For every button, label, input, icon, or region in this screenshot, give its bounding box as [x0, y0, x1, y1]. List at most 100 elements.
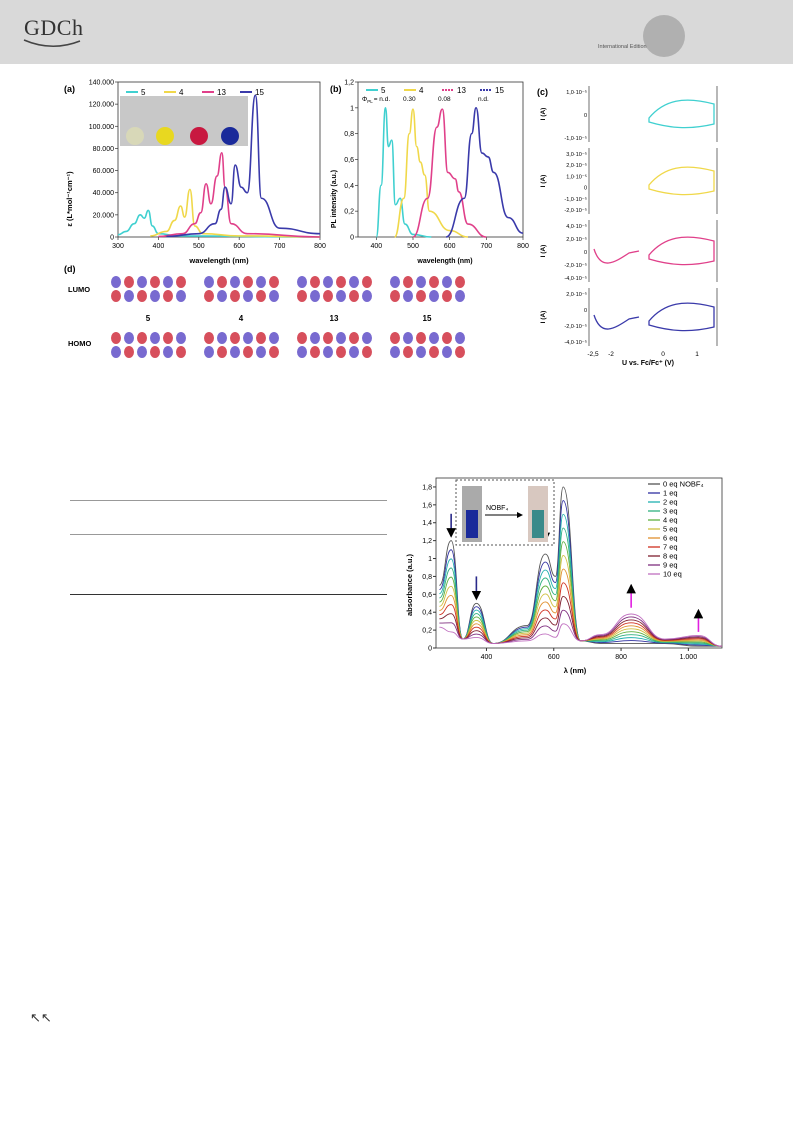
- titration-legend-label: 5 eq: [663, 525, 678, 534]
- orbital-lobe: [336, 290, 346, 302]
- orbital-lobe: [176, 332, 186, 344]
- orbital-lobe: [429, 276, 439, 288]
- orbital-lobe: [336, 276, 346, 288]
- orbital-compound-label: 15: [423, 314, 432, 323]
- orbital-lobe: [362, 276, 372, 288]
- orbital-lobe: [217, 346, 227, 358]
- vial-15: [221, 127, 239, 145]
- orbital-lobe: [269, 290, 279, 302]
- qy-symbol: ΦPL= n.d.: [362, 96, 390, 104]
- back-to-top-icon[interactable]: ↖↖: [30, 1010, 52, 1025]
- cv-ytick-label: 2,0·10⁻⁵: [566, 236, 587, 243]
- series-15-line: [445, 107, 524, 238]
- legend-5-label: 5: [141, 88, 146, 97]
- series-4-line: [393, 108, 469, 238]
- inset-vial-before: [466, 510, 478, 538]
- x-tick-label: 400: [153, 243, 165, 250]
- orbital-lobe: [256, 276, 266, 288]
- orbital-lobe: [230, 290, 240, 302]
- legend-4-label: 4: [179, 88, 184, 97]
- orbital-lobe: [176, 276, 186, 288]
- orbital-lobe: [416, 346, 426, 358]
- cv-reduction-3: [593, 314, 640, 330]
- cv-ytick-label: -4,0·10⁻⁵: [564, 339, 587, 346]
- vial-5: [126, 127, 144, 145]
- vial-4: [156, 127, 174, 145]
- orbital-lobe: [137, 290, 147, 302]
- table-rule-mid: [70, 534, 387, 535]
- cv-xtick-label: 0: [661, 351, 665, 358]
- orbital-lobe: [217, 290, 227, 302]
- series-15-line: [166, 94, 321, 238]
- orbital-lobe: [243, 332, 253, 344]
- orbital-lobe: [442, 332, 452, 344]
- titration-xlabel: λ (nm): [564, 666, 587, 675]
- orbital-lobe: [455, 346, 465, 358]
- orbital-lobe: [323, 276, 333, 288]
- y-tick-label: 0,6: [422, 592, 432, 599]
- orbital-lobe: [111, 346, 121, 358]
- titration-curve: [439, 582, 723, 647]
- orbital-lobe: [403, 332, 413, 344]
- orbital-lobe: [163, 332, 173, 344]
- cv-xtick-label: -2,5: [587, 351, 599, 358]
- y-tick-label: 0,2: [422, 628, 432, 635]
- titration-ylabel: absorbance (a.u.): [405, 553, 414, 616]
- orbital-lobe: [416, 332, 426, 344]
- panel-a-label: (a): [64, 84, 75, 94]
- titration-legend-label: 2 eq: [663, 498, 678, 507]
- y-tick-label: 1,2: [344, 80, 354, 87]
- panel-a-ylabel: ε (L*mol⁻¹cm⁻¹): [65, 171, 74, 227]
- cv-ytick-label: 1,0·10⁻⁵: [566, 173, 587, 180]
- orbital-lobe: [362, 346, 372, 358]
- y-tick-label: 100.000: [89, 124, 114, 131]
- orbital-lobe: [390, 290, 400, 302]
- orbital-lobe: [362, 332, 372, 344]
- x-tick-label: 500: [193, 243, 205, 250]
- orbital-lobe: [217, 276, 227, 288]
- orbital-lobe: [150, 346, 160, 358]
- titration-legend-label: 9 eq: [663, 561, 678, 570]
- y-tick-label: 0: [428, 646, 432, 653]
- y-tick-label: 0,8: [422, 574, 432, 581]
- cv-ytick-label: 0: [584, 113, 587, 119]
- cv-ytick-label: -2,0·10⁻⁵: [564, 207, 587, 214]
- legend-b-4-label: 4: [419, 86, 424, 95]
- vial-13: [190, 127, 208, 145]
- orbital-lobe: [297, 332, 307, 344]
- orbital-lobe: [429, 290, 439, 302]
- titration-legend-label: 8 eq: [663, 552, 678, 561]
- y-tick-label: 1,8: [422, 484, 432, 491]
- orbital-lobe: [442, 346, 452, 358]
- titration-legend-label: 7 eq: [663, 543, 678, 552]
- orbital-lobe: [349, 332, 359, 344]
- gdch-logo: GDCh: [24, 15, 84, 40]
- x-tick-label: 700: [274, 243, 286, 250]
- y-tick-label: 1,4: [422, 520, 432, 527]
- panel-c-xlabel: U vs. Fc/Fc⁺ (V): [622, 360, 674, 367]
- y-tick-label: 0,4: [422, 610, 432, 617]
- series-4-line: [150, 188, 321, 238]
- qy-13: 0.08: [438, 96, 451, 103]
- cv-loop-3: [648, 302, 715, 332]
- y-tick-label: 20.000: [93, 212, 115, 219]
- orbital-lobe: [150, 332, 160, 344]
- orbital-lobe: [403, 346, 413, 358]
- y-tick-label: 1,2: [422, 538, 432, 545]
- titration-frame: [435, 477, 723, 649]
- cv-ylabel-1: I (A): [540, 175, 547, 188]
- vial-photos: [120, 96, 248, 146]
- cv-xtick-label: 1: [695, 351, 699, 358]
- orbital-lobe: [297, 276, 307, 288]
- orbital-lobe: [362, 290, 372, 302]
- legend-15-label: 15: [255, 88, 264, 97]
- titration-legend-label: 3 eq: [663, 507, 678, 516]
- titration-inset: NOBF₄: [455, 479, 555, 546]
- panel-b-label: (b): [330, 84, 342, 94]
- orbital-lobe: [124, 276, 134, 288]
- legend-b-13-label: 13: [457, 86, 466, 95]
- orbital-lobe: [269, 276, 279, 288]
- orbital-lobe: [269, 332, 279, 344]
- titration-legend-label: 10 eq: [663, 570, 682, 579]
- legend-13-label: 13: [217, 88, 226, 97]
